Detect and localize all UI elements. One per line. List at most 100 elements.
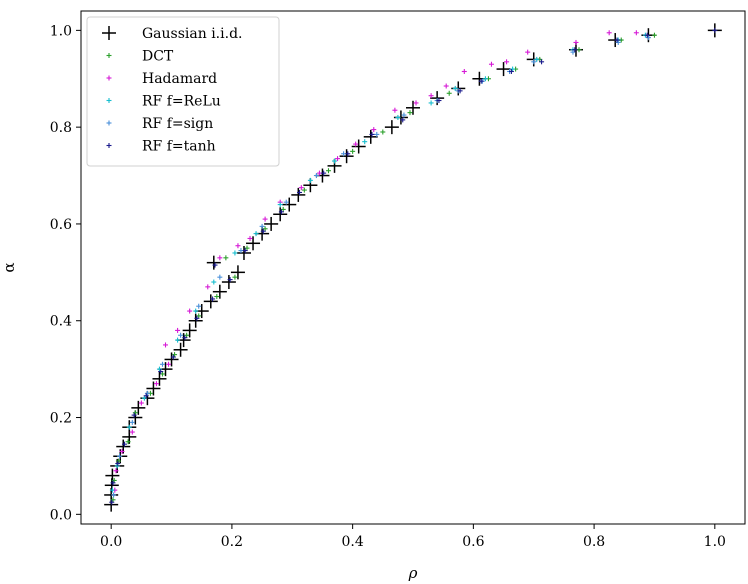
point-hadamard: [316, 170, 322, 176]
point-gaussian-i-i-d: [221, 275, 236, 290]
point-gaussian-i-i-d: [246, 236, 261, 251]
point-hadamard: [371, 127, 377, 133]
y-axis-label: α: [0, 262, 18, 272]
point-rf-f-sign: [217, 274, 223, 280]
point-gaussian-i-i-d: [282, 197, 297, 212]
point-rf-f-relu: [211, 279, 217, 285]
point-rf-f-tanh: [212, 262, 218, 268]
point-hadamard: [392, 107, 398, 113]
point-rf-f-relu: [193, 308, 199, 314]
point-gaussian-i-i-d: [206, 255, 221, 270]
point-rf-f-relu: [175, 337, 181, 343]
x-axis-label: ρ: [408, 564, 418, 582]
point-hadamard: [353, 141, 359, 147]
point-hadamard: [488, 61, 494, 67]
point-gaussian-i-i-d: [131, 400, 146, 415]
legend-label-rf-f-sign: RF f=sign: [142, 116, 213, 132]
plot-frame: [80, 10, 746, 525]
point-gaussian-i-i-d: [230, 265, 245, 280]
point-rf-f-relu: [534, 56, 540, 62]
point-hadamard: [525, 49, 531, 55]
point-hadamard: [153, 381, 159, 387]
legend-marker-gaussian-i-i-d: [102, 26, 116, 40]
point-rf-f-sign: [117, 453, 123, 459]
point-rf-f-relu: [482, 76, 488, 82]
x-tick-label: 0.2: [221, 534, 243, 550]
point-rf-f-tanh: [115, 461, 121, 467]
legend-box: [86, 16, 280, 167]
point-rf-f-relu: [362, 139, 368, 145]
point-rf-f-relu: [126, 424, 132, 430]
point-rf-f-tanh: [131, 412, 137, 418]
point-rf-f-tanh: [143, 393, 149, 399]
point-gaussian-i-i-d: [212, 284, 227, 299]
point-hadamard: [113, 468, 119, 474]
point-rf-f-sign: [159, 361, 165, 367]
point-hadamard: [461, 68, 467, 74]
point-rf-f-sign: [374, 131, 380, 137]
point-hadamard: [235, 243, 241, 249]
point-rf-f-tanh: [369, 131, 375, 137]
point-gaussian-i-i-d: [384, 120, 399, 135]
legend-label-rf-f-tanh: RF f=tanh: [142, 139, 216, 155]
x-tick-label: 0.0: [100, 534, 122, 550]
point-dct: [350, 148, 356, 154]
point-rf-f-sign: [341, 151, 347, 157]
point-gaussian-i-i-d: [236, 245, 251, 260]
point-rf-f-sign: [111, 492, 117, 498]
point-rf-f-tanh: [110, 480, 116, 486]
point-dct: [232, 274, 238, 280]
point-dct: [325, 168, 331, 174]
y-tick-label: 0.0: [50, 507, 72, 523]
point-rf-f-relu: [307, 177, 313, 183]
point-dct: [125, 439, 131, 445]
point-rf-f-sign: [178, 332, 184, 338]
point-rf-f-sign: [259, 223, 265, 229]
legend-marker-hadamard: [106, 75, 112, 81]
point-rf-f-tanh: [644, 32, 650, 38]
point-dct: [380, 129, 386, 135]
point-hadamard: [262, 216, 268, 222]
point-rf-f-tanh: [712, 27, 718, 33]
point-hadamard: [335, 156, 341, 162]
point-rf-f-tanh: [210, 296, 216, 302]
point-rf-f-tanh: [297, 189, 303, 195]
point-rf-f-tanh: [345, 151, 351, 157]
legend-marker-rf-f-sign: [106, 120, 112, 126]
point-hadamard: [298, 185, 304, 191]
legend-marker-dct: [106, 53, 112, 58]
point-rf-f-relu: [232, 250, 238, 256]
point-gaussian-i-i-d: [406, 100, 420, 115]
point-hadamard: [163, 342, 169, 348]
point-hadamard: [205, 284, 211, 290]
point-rf-f-tanh: [278, 209, 284, 215]
x-tick-label: 1.0: [704, 534, 726, 550]
point-dct: [446, 90, 452, 96]
point-gaussian-i-i-d: [152, 371, 167, 386]
point-rf-f-tanh: [170, 354, 176, 360]
point-gaussian-i-i-d: [496, 62, 511, 77]
point-dct: [115, 458, 121, 464]
point-gaussian-i-i-d: [164, 352, 179, 367]
point-dct: [301, 187, 307, 193]
point-hadamard: [633, 30, 639, 36]
point-rf-f-relu: [428, 100, 434, 106]
point-rf-f-tanh: [614, 37, 620, 43]
point-rf-f-tanh: [260, 228, 266, 234]
x-tick-label: 0.8: [583, 534, 605, 550]
point-hadamard: [175, 327, 181, 333]
point-rf-f-tanh: [194, 315, 200, 321]
point-hadamard: [428, 93, 434, 99]
point-rf-f-tanh: [109, 499, 115, 505]
y-tick-label: 0.2: [50, 411, 72, 427]
point-hadamard: [573, 39, 579, 45]
point-gaussian-i-i-d: [339, 149, 354, 164]
point-hadamard: [138, 400, 144, 406]
point-rf-f-sign: [196, 303, 202, 309]
legend-label-rf-f-relu: RF f=ReLu: [142, 94, 221, 110]
point-dct: [576, 47, 582, 53]
point-rf-f-relu: [109, 487, 115, 493]
point-rf-f-tanh: [457, 88, 463, 94]
point-gaussian-i-i-d: [264, 216, 279, 231]
